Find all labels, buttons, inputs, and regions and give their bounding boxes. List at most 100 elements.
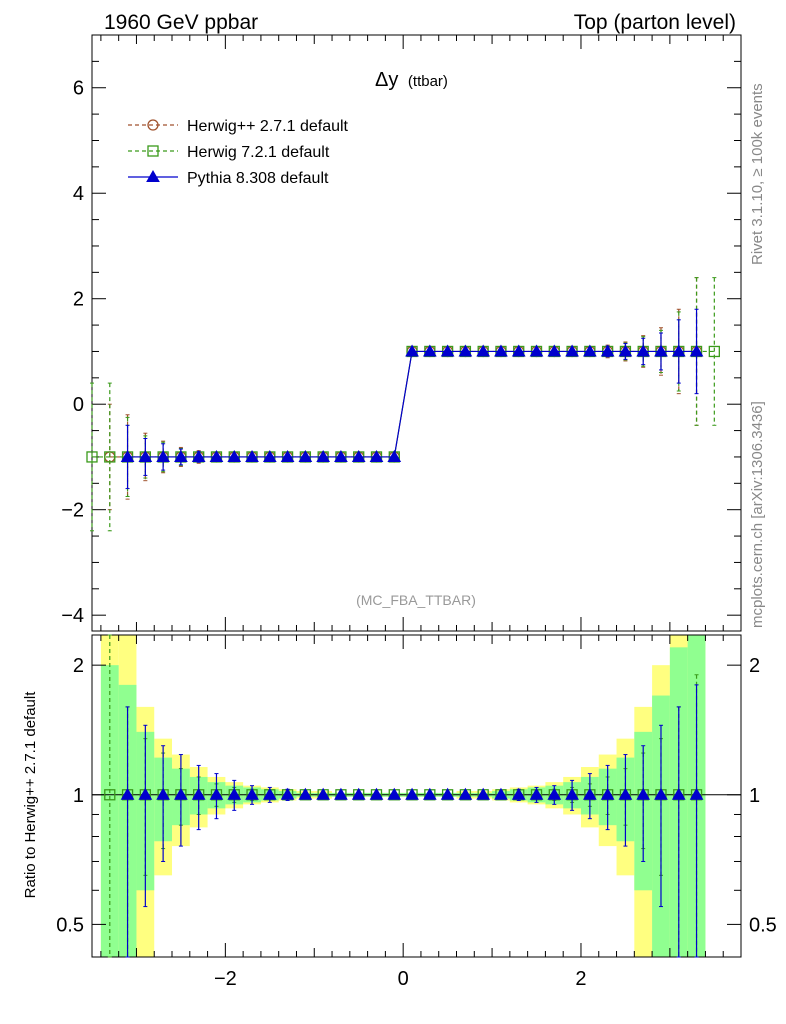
main-data-point <box>387 449 402 462</box>
ratio-data-point <box>227 787 242 800</box>
main-data-point <box>671 344 686 357</box>
main-data-point <box>316 449 331 462</box>
ratio-ytick-label: 2 <box>73 655 84 677</box>
header-right-label: Top (parton level) <box>574 11 736 34</box>
main-data-point <box>583 344 597 357</box>
main-data-point <box>547 344 562 357</box>
main-data-point <box>529 344 544 357</box>
ratio-data-point <box>547 787 562 800</box>
main-data-point <box>174 449 188 462</box>
main-data-point <box>511 344 526 357</box>
main-data-point <box>494 344 508 357</box>
ratio-ytick-label: 1 <box>73 785 84 807</box>
main-data-point <box>565 344 579 357</box>
main-data-point <box>156 449 170 462</box>
main-data-point <box>120 449 135 462</box>
main-ytick-label: 2 <box>73 289 84 311</box>
main-data-point <box>351 449 366 462</box>
ratio-data-point <box>600 787 615 800</box>
main-ytick-label: 0 <box>73 394 84 416</box>
ratio-ytick-label-right: 0.5 <box>749 914 777 936</box>
main-data-point <box>458 344 473 357</box>
ratio-data-point <box>654 787 668 800</box>
main-data-point <box>209 449 224 462</box>
main-data-point <box>191 449 206 462</box>
ratio-ytick-label-right: 2 <box>749 655 760 677</box>
ratio-data-point <box>458 787 473 800</box>
ratio-data-point <box>209 787 224 800</box>
ratio-data-point <box>316 787 331 800</box>
main-plot: −4 −2 0 2 4 6 <box>61 34 742 632</box>
main-plot-title: Δy (ttbar) <box>375 69 448 91</box>
ratio-data-point <box>440 787 455 800</box>
main-data-point <box>280 449 295 462</box>
main-data-point <box>422 344 437 357</box>
ratio-data-point <box>156 787 170 800</box>
main-data-point <box>636 344 651 357</box>
ratio-data-point <box>262 787 277 800</box>
ratio-data-point <box>174 787 188 800</box>
ratio-data-point <box>405 787 419 800</box>
main-ytick-label: 4 <box>73 183 84 205</box>
ratio-data-point <box>351 787 366 800</box>
ratio-ytick-label: 0.5 <box>56 914 84 936</box>
ratio-data-point <box>298 787 313 800</box>
ratio-data-point <box>671 787 686 800</box>
ratio-data-point <box>565 787 579 800</box>
header-left-label: 1960 GeV ppbar <box>104 11 258 34</box>
legend-marker <box>147 145 159 157</box>
ratio-data-point <box>104 789 116 801</box>
ratio-plot: 0.5 0.5 1 1 2 2 −2 0 2 <box>56 634 777 990</box>
main-data-point <box>440 344 455 357</box>
xtick-label: −2 <box>214 968 237 990</box>
ratio-data-point <box>476 787 491 800</box>
xtick-label: 2 <box>575 968 586 990</box>
main-data-point <box>334 449 348 462</box>
main-ytick-label: −4 <box>61 605 84 627</box>
analysis-watermark: (MC_FBA_TTBAR) <box>356 592 476 608</box>
main-data-point <box>654 344 668 357</box>
ratio-data-point <box>583 787 597 800</box>
main-data-point <box>245 449 259 462</box>
main-data-point <box>689 344 704 357</box>
ratio-data-point <box>494 787 508 800</box>
legend-marker <box>146 169 160 182</box>
ratio-data-point <box>689 787 704 800</box>
main-ytick-label: 6 <box>73 78 84 100</box>
ratio-data-point <box>191 787 206 800</box>
main-data-point <box>86 451 98 463</box>
main-data-point <box>369 449 384 462</box>
main-data-point <box>476 344 491 357</box>
ratio-data-point <box>422 787 437 800</box>
legend-label: Pythia 8.308 default <box>187 170 329 187</box>
main-series-circle <box>104 277 703 511</box>
ratio-data-point <box>334 787 348 800</box>
ratio-data-point <box>120 787 135 800</box>
xtick-label: 0 <box>398 968 409 990</box>
ratio-data-point <box>245 787 259 800</box>
main-ytick-label: −2 <box>61 500 84 522</box>
ratio-data-point <box>618 787 633 800</box>
ratio-ylabel: Ratio to Herwig++ 2.7.1 default <box>22 691 39 899</box>
main-data-point <box>262 449 277 462</box>
main-data-point <box>298 449 313 462</box>
main-data-point <box>618 344 633 357</box>
rivet-side-label: Rivet 3.1.10, ≥ 100k events <box>749 83 766 265</box>
main-plot-title-sub: (ttbar) <box>408 73 448 90</box>
ratio-series-triangle <box>120 684 704 958</box>
main-series-line <box>127 350 697 458</box>
legend-label: Herwig 7.2.1 default <box>187 144 330 161</box>
ratio-data-point <box>280 787 295 800</box>
ratio-data-point <box>369 787 384 800</box>
main-data-point <box>104 451 116 463</box>
main-plot-title-main: Δy <box>375 69 398 91</box>
mcplots-side-label: mcplots.cern.ch [arXiv:1306.3436] <box>749 401 766 628</box>
ratio-bands <box>100 635 706 957</box>
ratio-data-point <box>511 787 526 800</box>
legend-label: Herwig++ 2.7.1 default <box>187 118 349 135</box>
main-data-point <box>227 449 242 462</box>
main-plot-frame <box>91 34 742 632</box>
main-series-triangle <box>120 308 704 490</box>
main-data-point <box>600 344 615 357</box>
